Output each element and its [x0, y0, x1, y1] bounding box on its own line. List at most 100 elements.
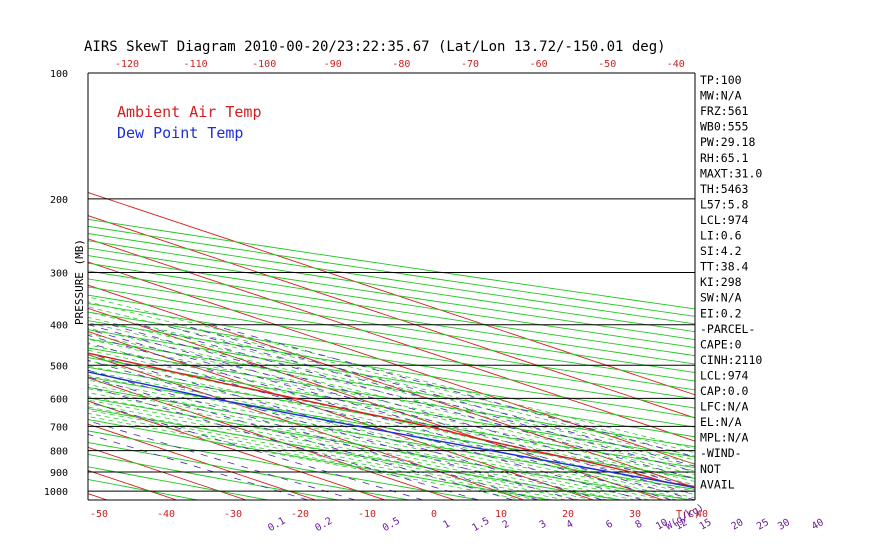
moist-adiabat-line — [88, 349, 695, 486]
isobars — [87, 72, 696, 501]
isotherm-line — [88, 238, 695, 442]
stat-item: MW:N/A — [700, 89, 742, 103]
moist-adiabat-line — [88, 355, 695, 489]
isotherm-line — [88, 400, 386, 500]
isotherm-line — [88, 330, 594, 500]
pressure-tick-label: 500 — [50, 361, 68, 372]
bottom-temperature-ticks: -50 -40 -30 -20 -10 0 10 20 30 40 — [90, 509, 708, 520]
mixing-ratio-line — [138, 324, 695, 480]
mixing-ratio-tick-label: 30 — [776, 517, 792, 533]
isotherm-line — [88, 354, 525, 500]
dry-adiabat-line — [88, 303, 695, 400]
isotherm-line — [88, 261, 695, 465]
bottom-temperature-tick-label: -30 — [224, 509, 242, 520]
legend: Ambient Air Temp Dew Point Temp — [117, 103, 262, 142]
stat-item: FRZ:561 — [700, 104, 749, 118]
pressure-tick-label: 100 — [50, 69, 68, 80]
bottom-temperature-tick-label: 0 — [431, 509, 437, 520]
moist-adiabat-line — [88, 370, 695, 499]
legend-dewpoint: Dew Point Temp — [117, 124, 243, 142]
mixing-ratio-tick-label: 10 — [654, 517, 670, 533]
dry-adiabat-line — [88, 240, 695, 333]
moist-adiabat-line — [88, 388, 650, 500]
stat-item: TP:100 — [700, 73, 742, 87]
mixing-ratio-line — [88, 420, 356, 500]
mixing-ratio-tick-label: 3 — [538, 519, 549, 532]
stat-item: CAPE:0 — [700, 337, 742, 351]
stat-item: CINH:2110 — [700, 353, 762, 367]
stat-item: KI:298 — [700, 275, 742, 289]
y-axis-label: PRESSURE (MB) — [73, 239, 86, 325]
isotherm-line — [88, 215, 695, 419]
dry-adiabat-line — [88, 397, 691, 500]
dry-adiabat-line — [88, 453, 339, 500]
ambient-temperature-line — [88, 352, 695, 488]
stat-item: -PARCEL- — [700, 322, 755, 336]
stat-item: LCL:974 — [700, 368, 749, 382]
top-temperature-tick-label: -120 — [115, 59, 139, 70]
stat-item: SI:4.2 — [700, 244, 742, 258]
pressure-tick-label: 800 — [50, 447, 68, 458]
mixing-ratio-tick-label: 6 — [604, 519, 615, 532]
dry-adiabat-line — [88, 320, 695, 418]
pressure-tick-label: 1000 — [44, 487, 68, 498]
moist-adiabat-line — [88, 399, 608, 500]
dry-adiabat-line — [88, 430, 480, 500]
mixing-ratio-line — [88, 342, 643, 500]
bottom-temperature-tick-label: -40 — [157, 509, 175, 520]
pressure-tick-label: 200 — [50, 195, 68, 206]
top-temperature-tick-label: -50 — [598, 59, 616, 70]
top-temperature-tick-label: -60 — [530, 59, 548, 70]
moist-adiabat-line — [88, 333, 695, 475]
stat-item: SW:N/A — [700, 291, 742, 305]
pressure-tick-label: 700 — [50, 422, 68, 433]
isotherm-line — [88, 423, 316, 500]
stat-item: RH:65.1 — [700, 151, 749, 165]
stat-item: NOT — [700, 462, 721, 476]
dry-adiabat-line — [88, 338, 695, 438]
moist-adiabat-line — [88, 384, 664, 500]
stat-item: AVAIL — [700, 477, 735, 491]
mixing-ratio-line — [180, 324, 695, 467]
stat-item: CAP:0.0 — [700, 384, 749, 398]
stat-item: TH:5463 — [700, 182, 749, 196]
moist-adiabat-line — [88, 403, 594, 500]
mixing-ratio-line — [110, 324, 695, 489]
mixing-ratio-line — [161, 324, 695, 473]
bottom-temperature-tick-label: 10 — [495, 509, 507, 520]
stat-item: LI:0.6 — [700, 229, 742, 243]
x-unit-label: T(C) — [676, 509, 700, 520]
dry-adiabat-line — [88, 218, 695, 310]
moist-adiabat-line — [88, 327, 695, 472]
pressure-tick-label: 600 — [50, 394, 68, 405]
top-temperature-tick-label: -80 — [392, 59, 410, 70]
mixing-ratio-tick-label: 25 — [755, 517, 771, 533]
top-temperature-tick-label: -110 — [184, 59, 208, 70]
mixing-ratio-line — [88, 329, 695, 500]
dew-point-line — [88, 371, 695, 489]
mixing-ratio-line — [88, 433, 309, 500]
dry-adiabat-line — [88, 466, 268, 500]
top-temperature-tick-label: -40 — [667, 59, 685, 70]
legend-ambient: Ambient Air Temp — [117, 103, 262, 121]
stat-item: EL:N/A — [700, 415, 742, 429]
mixing-ratio-line — [88, 324, 695, 495]
top-temperature-tick-label: -100 — [252, 59, 276, 70]
dry-adiabat-line — [88, 233, 695, 325]
bottom-temperature-tick-label: -50 — [90, 509, 108, 520]
mixing-ratio-tick-label: 40 — [810, 517, 826, 533]
stat-item: TT:38.4 — [700, 260, 749, 274]
bottom-temperature-tick-label: 40 — [696, 509, 708, 520]
dry-adiabat-line — [88, 386, 695, 490]
dry-adiabat-line — [88, 366, 695, 469]
mixing-ratio-tick-label: 1 — [441, 519, 452, 532]
mixing-ratio-tick-label: 15 — [698, 517, 714, 533]
top-temperature-ticks: -120 -110 -100 -90 -80 -70 -60 -50 -40 — [115, 59, 685, 70]
chart-title: AIRS SkewT Diagram 2010-00-20/23:22:35.6… — [84, 39, 666, 55]
stat-item: MAXT:31.0 — [700, 166, 762, 180]
dry-adiabat-line — [88, 347, 695, 448]
mixing-ratio-tick-label: 20 — [730, 517, 746, 533]
mixing-ratio-tick-label: 4 — [565, 519, 576, 532]
dry-adiabat-line — [88, 376, 695, 479]
